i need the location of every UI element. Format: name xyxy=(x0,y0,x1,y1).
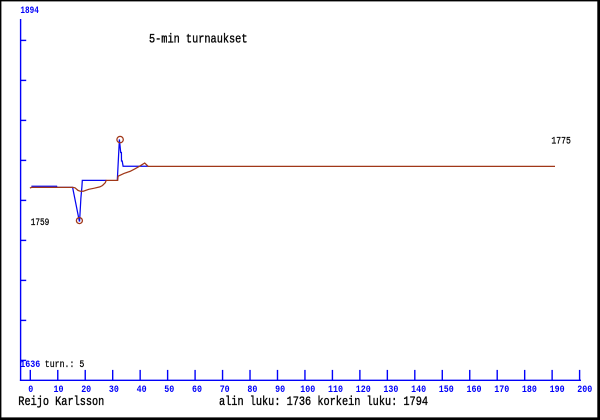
svg-text:140: 140 xyxy=(411,385,426,396)
svg-text:110: 110 xyxy=(328,385,343,396)
svg-text:turn.: 5: turn.: 5 xyxy=(45,360,85,371)
svg-text:alin luku: 1736 korkein luku:: alin luku: 1736 korkein luku: 1794 xyxy=(219,394,428,409)
svg-text:1636: 1636 xyxy=(20,360,40,371)
svg-text:5-min turnaukset: 5-min turnaukset xyxy=(149,31,248,46)
svg-text:150: 150 xyxy=(439,385,454,396)
svg-text:30: 30 xyxy=(109,385,119,396)
svg-text:100: 100 xyxy=(300,385,315,396)
svg-text:200: 200 xyxy=(577,385,592,396)
svg-text:70: 70 xyxy=(220,385,230,396)
svg-text:170: 170 xyxy=(494,385,509,396)
svg-text:Reijo Karlsson: Reijo Karlsson xyxy=(18,394,104,409)
svg-text:1759: 1759 xyxy=(31,218,50,229)
svg-text:1775: 1775 xyxy=(551,136,571,147)
svg-text:180: 180 xyxy=(522,385,537,396)
svg-text:80: 80 xyxy=(247,385,257,396)
svg-text:50: 50 xyxy=(164,385,174,396)
svg-text:190: 190 xyxy=(550,385,565,396)
svg-text:20: 20 xyxy=(81,385,91,396)
svg-text:0: 0 xyxy=(28,385,33,396)
svg-text:60: 60 xyxy=(192,385,202,396)
svg-text:10: 10 xyxy=(54,385,64,396)
svg-text:130: 130 xyxy=(383,385,398,396)
svg-text:160: 160 xyxy=(467,385,482,396)
svg-text:40: 40 xyxy=(137,385,147,396)
svg-text:120: 120 xyxy=(356,385,371,396)
svg-text:1894: 1894 xyxy=(20,6,39,17)
svg-text:90: 90 xyxy=(275,385,285,396)
